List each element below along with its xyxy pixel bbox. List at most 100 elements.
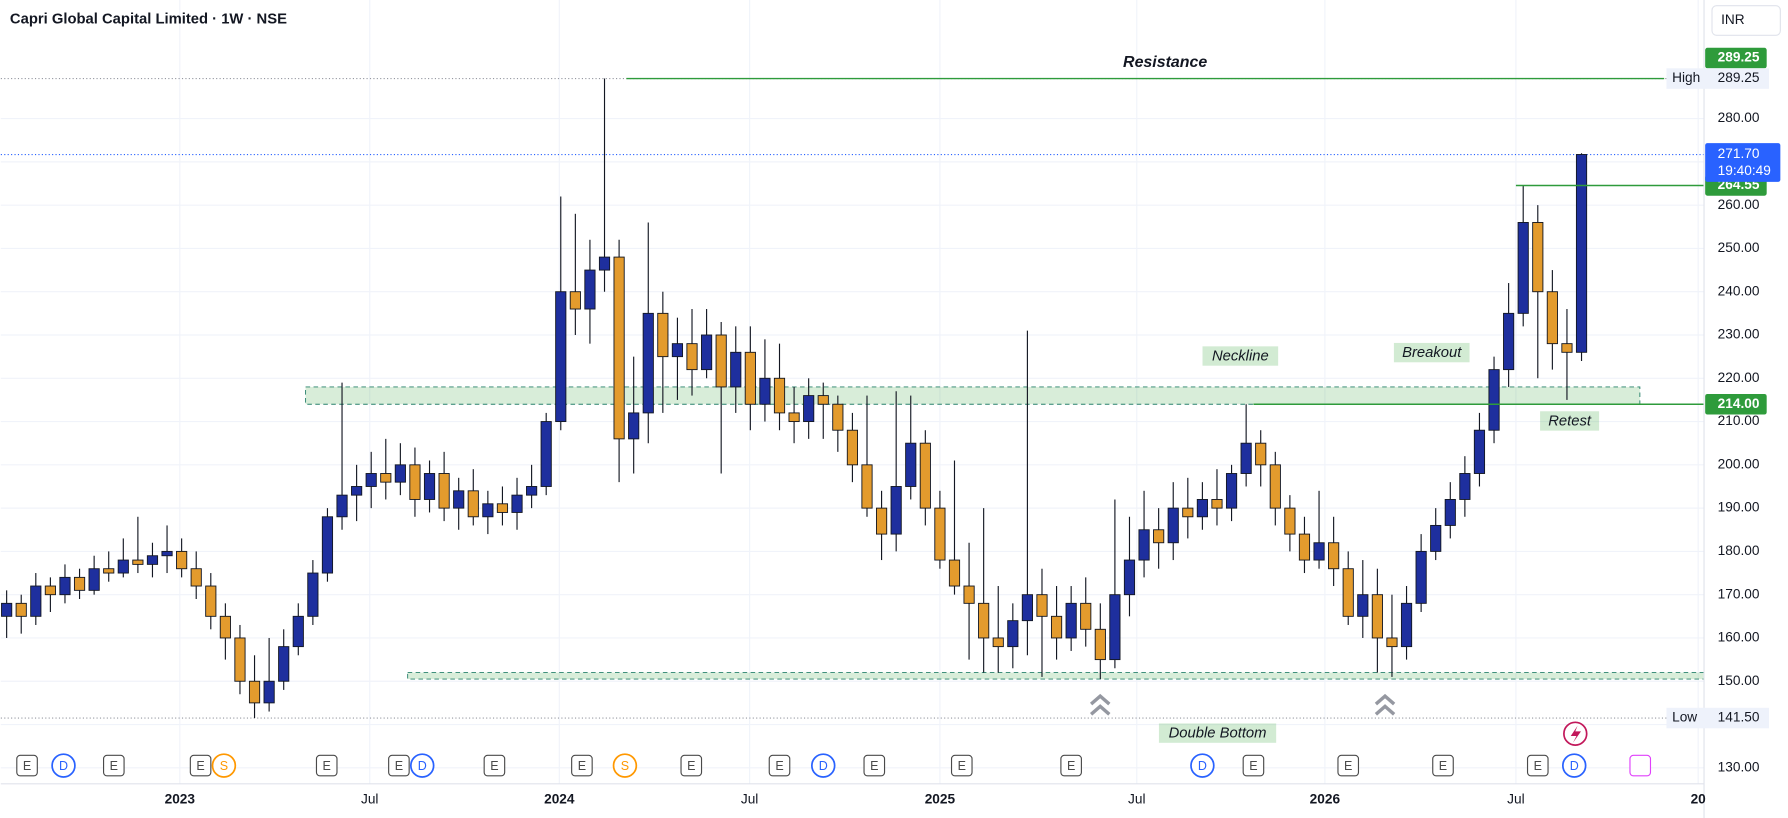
candle-body [1284, 507, 1296, 535]
candle-body [803, 395, 815, 423]
candle-body [1459, 473, 1471, 500]
event-label[interactable]: E [196, 759, 204, 773]
event-label[interactable]: S [220, 759, 228, 773]
event-label[interactable]: D [819, 759, 828, 773]
candle-body [176, 550, 188, 570]
candle-body [161, 550, 173, 557]
candle-body [146, 555, 159, 565]
candle-body [1007, 620, 1019, 648]
event-label[interactable]: E [323, 759, 331, 773]
event-label[interactable]: D [1198, 759, 1207, 773]
candle-body [598, 256, 611, 271]
event-label[interactable]: E [110, 759, 118, 773]
candle-body [875, 507, 888, 535]
candle-body [190, 568, 202, 587]
annotation: Breakout [1402, 345, 1462, 361]
x-tick-label: 20 [1691, 791, 1707, 806]
candle-body [978, 602, 990, 639]
event-marker [211, 753, 237, 778]
event-label[interactable]: D [59, 759, 68, 773]
event-marker [1337, 754, 1360, 777]
candle-body [292, 615, 304, 648]
last-price: 271.70 [1718, 146, 1760, 161]
high-tag-box [1666, 68, 1708, 89]
candle-body [234, 637, 246, 682]
candle-body [890, 486, 902, 535]
high-tag-value: 289.25 [1718, 70, 1760, 85]
event-label[interactable]: E [1534, 759, 1542, 773]
candle-body [555, 291, 567, 423]
candle-body [321, 516, 334, 574]
event-label[interactable]: E [490, 759, 498, 773]
annotation: Neckline [1212, 348, 1269, 364]
event-label[interactable]: E [1249, 759, 1257, 773]
candle-body [1050, 615, 1063, 639]
event-marker [102, 754, 125, 777]
zone [407, 672, 1705, 680]
candle-body [453, 490, 465, 509]
candle-body [1065, 602, 1077, 639]
candle-body [1138, 529, 1150, 561]
event-marker [680, 754, 703, 777]
candle-body [117, 559, 129, 574]
candle-body [628, 412, 640, 440]
event-marker [1060, 754, 1082, 777]
candle-body [1313, 542, 1325, 561]
zone [305, 386, 1641, 405]
event-label[interactable]: E [23, 759, 31, 773]
candle-body [948, 559, 961, 587]
low-tag-box [1666, 707, 1708, 729]
price-tag-label: 289.25 [1718, 50, 1760, 65]
candle-body [1225, 473, 1238, 509]
candle-body [1357, 594, 1369, 617]
candle-body [744, 351, 756, 405]
candle-body [1444, 499, 1456, 526]
candle-body [307, 572, 319, 617]
candle-body [1415, 550, 1427, 604]
candle-body [526, 486, 538, 496]
currency-box[interactable] [1711, 5, 1781, 36]
low-tag-value-box [1707, 707, 1769, 729]
candle-body [759, 377, 771, 405]
candle-body [1328, 542, 1340, 570]
x-tick-label: 2024 [544, 791, 575, 806]
event-label[interactable]: E [1067, 759, 1075, 773]
event-label[interactable]: E [775, 759, 783, 773]
candle-body [394, 464, 406, 483]
candle-body [44, 585, 56, 596]
event-label[interactable]: E [958, 759, 966, 773]
event-label[interactable]: E [687, 759, 695, 773]
y-tick-label: 280.00 [1718, 110, 1760, 125]
y-tick-label: 190.00 [1718, 500, 1760, 515]
candle-body [1575, 154, 1588, 353]
event-label[interactable]: D [1570, 759, 1579, 773]
candle-body [992, 637, 1004, 648]
candle-body [963, 585, 975, 604]
event-label[interactable]: S [621, 759, 629, 773]
event-label[interactable]: E [870, 759, 878, 773]
event-label[interactable]: E [1344, 759, 1352, 773]
candle-body [613, 256, 625, 440]
chevron [1089, 693, 1111, 716]
candle-body [351, 486, 363, 496]
candle-body [671, 343, 684, 358]
candle-body [1080, 602, 1092, 630]
chart-title: Capri Global Capital Limited · 1W · NSE [10, 11, 287, 27]
candle-body [832, 403, 844, 431]
event-label[interactable]: D [418, 759, 427, 773]
event-label[interactable]: E [578, 759, 586, 773]
candle-body [934, 507, 946, 561]
event-label[interactable]: E [1439, 759, 1447, 773]
currency[interactable]: INR [1721, 12, 1745, 27]
annotation: Resistance [1123, 54, 1207, 71]
y-tick-label: 160.00 [1718, 630, 1760, 645]
event-marker [950, 754, 973, 777]
candle-body [773, 377, 786, 414]
candle-body [817, 395, 829, 405]
candle-body [1240, 442, 1252, 474]
candle-body [701, 334, 713, 371]
x-tick-label: Jul [741, 791, 758, 806]
event-label[interactable]: E [395, 759, 403, 773]
low-tag-value: 141.50 [1718, 710, 1760, 725]
y-tick-label: 130.00 [1718, 759, 1760, 774]
